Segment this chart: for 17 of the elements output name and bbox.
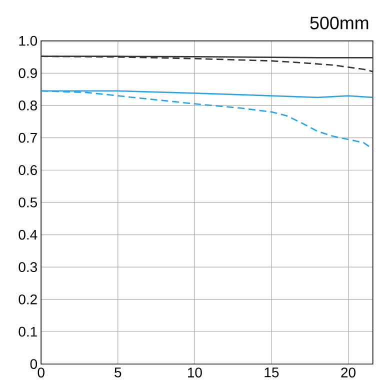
y-tick-label: 0.8 [18,100,37,110]
x-tick-label: 15 [264,368,279,378]
x-tick-label: 5 [114,368,122,378]
y-tick-label: 0.9 [18,68,37,78]
y-tick-label: 0.7 [18,132,37,143]
y-tick-label: 0.2 [18,294,37,304]
y-tick-label: 0.6 [18,165,37,176]
x-tick-label: 20 [341,368,356,378]
y-tick-label: 0.1 [18,326,37,337]
y-tick-label: 0.5 [18,197,37,208]
chart-title: 500mm [310,16,368,30]
x-tick-label: 0 [38,368,44,378]
y-tick-label: 1.0 [19,36,38,46]
x-tick-label: 10 [188,368,202,378]
y-tick-label: 0.4 [18,230,38,240]
y-tick-label: 0.3 [18,262,37,272]
y-tick-label: 0 [30,359,38,370]
